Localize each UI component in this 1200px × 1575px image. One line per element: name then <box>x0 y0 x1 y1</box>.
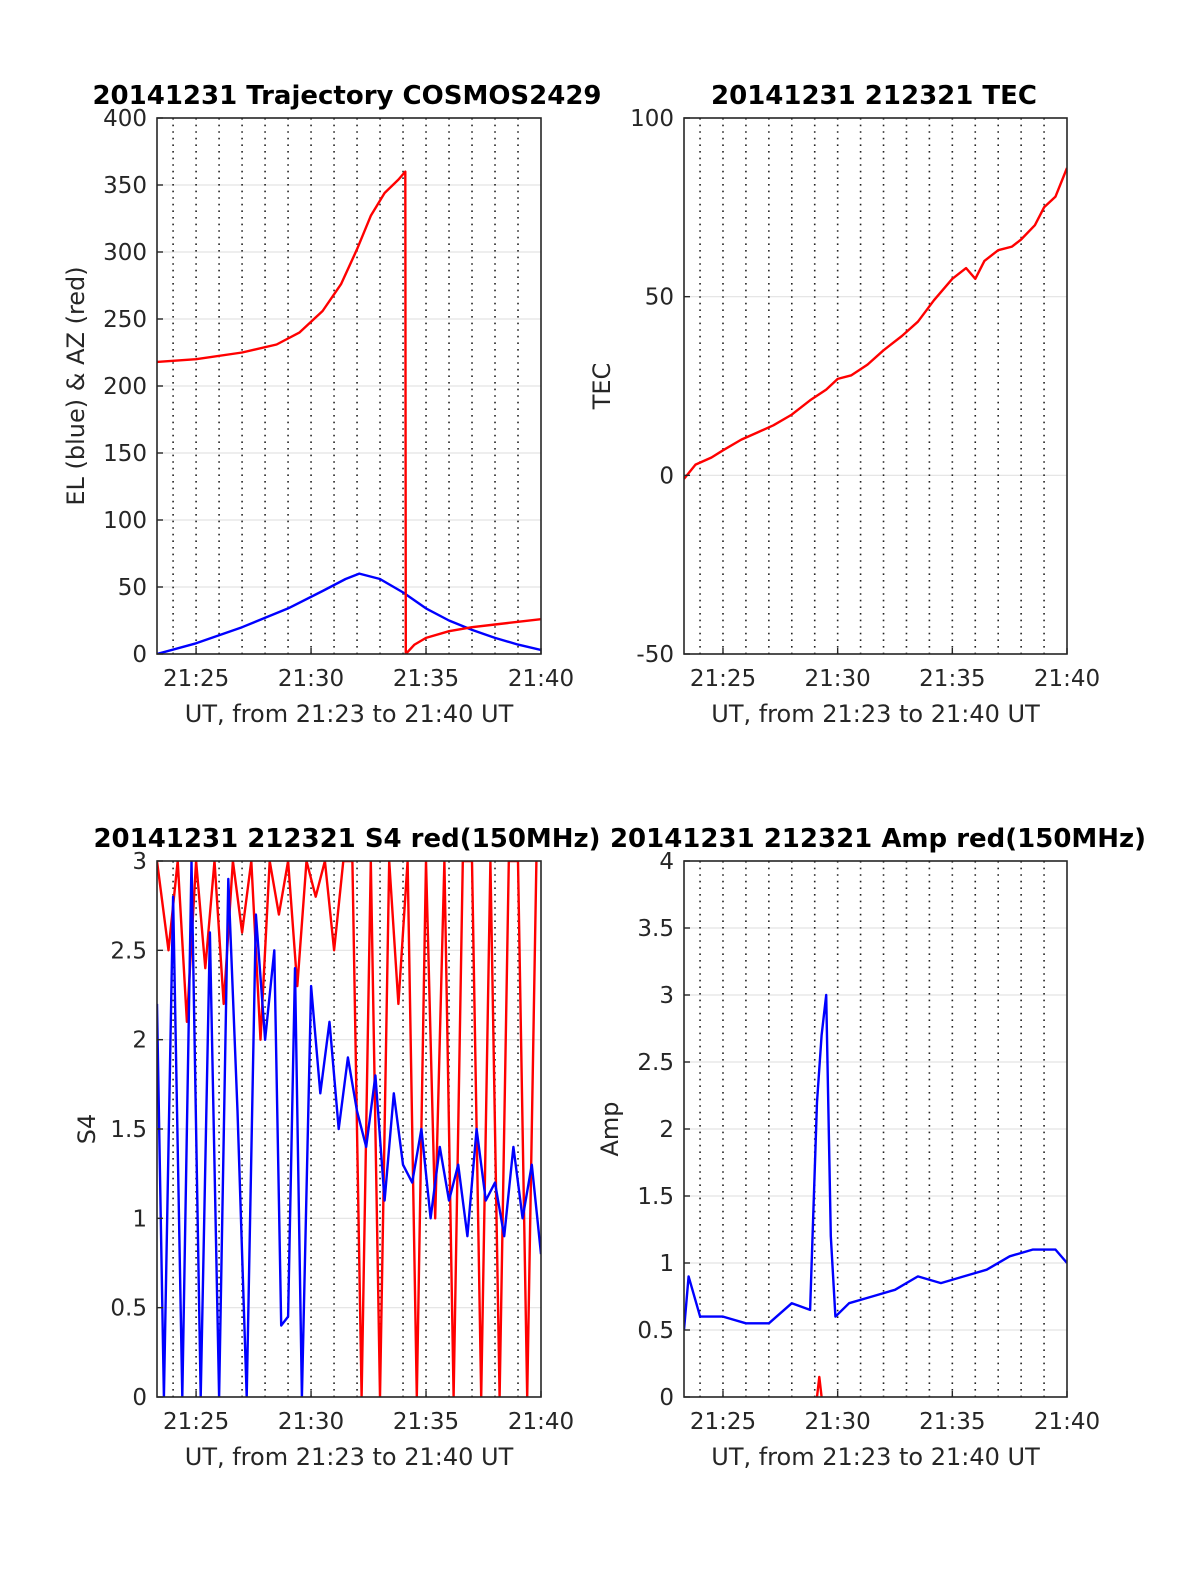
y-tick-label: 0 <box>132 642 147 668</box>
y-tick-label: 1 <box>132 1206 147 1232</box>
chart-title: 20141231 212321 Amp red(150MHz) <box>610 824 1146 854</box>
y-tick-label: 0 <box>659 1385 674 1411</box>
chart-4: 0 0.5 1 1.5 2 2.5 3 3.5 4 21:25 21:30 21:35 21:40 201… <box>596 824 1146 1471</box>
y-tick-label: 200 <box>103 374 147 400</box>
x-tick-label: 21:35 <box>919 1409 985 1435</box>
y-tick-label: 3 <box>132 849 147 875</box>
chart-title: 20141231 212321 S4 red(150MHz) <box>93 824 600 854</box>
y-tick-label: 1.5 <box>110 1117 147 1143</box>
x-tick-label: 21:25 <box>690 666 756 692</box>
x-tick-label: 21:25 <box>163 666 229 692</box>
x-axis-label: UT, from 21:23 to 21:40 UT <box>185 1443 514 1471</box>
chart-3: 0 0.5 1 1.5 2 2.5 3 21:25 21:30 21:35 21:40 2014123… <box>73 824 601 1471</box>
series-line-2 <box>815 1375 823 1397</box>
x-tick-label: 21:30 <box>278 1409 344 1435</box>
series-line-1 <box>157 861 538 1397</box>
x-tick-label: 21:30 <box>278 666 344 692</box>
y-axis-label: Amp <box>596 1101 624 1156</box>
x-tick-label: 21:35 <box>393 1409 459 1435</box>
y-axis-label: S4 <box>73 1114 101 1145</box>
y-tick-label: 3.5 <box>637 916 674 942</box>
series-line-2 <box>157 861 541 1397</box>
y-tick-label: 350 <box>103 173 147 199</box>
x-tick-label: 21:40 <box>1034 666 1100 692</box>
y-tick-label: 0 <box>132 1385 147 1411</box>
x-axis-label: UT, from 21:23 to 21:40 UT <box>185 700 514 728</box>
y-tick-label: 1.5 <box>637 1184 674 1210</box>
x-tick-label: 21:30 <box>805 666 871 692</box>
x-tick-label: 21:40 <box>1034 1409 1100 1435</box>
y-tick-label: 100 <box>630 106 674 132</box>
y-tick-label: 3 <box>659 983 674 1009</box>
y-tick-label: 4 <box>659 849 674 875</box>
series-line-az <box>157 170 541 654</box>
y-tick-label: 2.5 <box>110 938 147 964</box>
y-axis-label: EL (blue) & AZ (red) <box>62 266 90 505</box>
chart-2: -50 0 50 100 21:25 21:30 21:35 21:40 20141231 21… <box>588 81 1100 728</box>
y-axis-label: TEC <box>588 363 616 411</box>
x-axis-label: UT, from 21:23 to 21:40 UT <box>711 1443 1040 1471</box>
y-tick-label: 2 <box>659 1117 674 1143</box>
x-tick-label: 21:35 <box>393 666 459 692</box>
y-tick-label: 0.5 <box>110 1296 147 1322</box>
series-line-el <box>157 572 541 654</box>
series-line-tec <box>684 167 1067 480</box>
y-tick-label: 50 <box>118 575 147 601</box>
x-tick-label: 21:40 <box>508 666 574 692</box>
x-tick-label: 21:30 <box>805 1409 871 1435</box>
x-tick-label: 21:35 <box>919 666 985 692</box>
y-tick-label: 250 <box>103 307 147 333</box>
chart-title: 20141231 212321 TEC <box>711 81 1037 111</box>
chart-1: 0 50 100 150 200 250 300 350 400 21:25 21:30 21:35 2… <box>62 81 602 728</box>
y-tick-label: 150 <box>103 441 147 467</box>
axes-box <box>683 117 1068 655</box>
y-tick-label: -50 <box>636 642 674 668</box>
y-tick-label: 0 <box>659 463 674 489</box>
x-axis-label: UT, from 21:23 to 21:40 UT <box>711 700 1040 728</box>
y-tick-label: 300 <box>103 240 147 266</box>
x-tick-label: 21:25 <box>690 1409 756 1435</box>
x-tick-label: 21:40 <box>508 1409 574 1435</box>
series-line-1 <box>684 993 1067 1331</box>
y-tick-label: 100 <box>103 508 147 534</box>
y-tick-label: 1 <box>659 1251 674 1277</box>
y-tick-label: 400 <box>103 106 147 132</box>
y-tick-label: 50 <box>645 285 674 311</box>
y-tick-label: 0.5 <box>637 1318 674 1344</box>
chart-title: 20141231 Trajectory COSMOS2429 <box>92 81 601 111</box>
y-tick-label: 2 <box>132 1028 147 1054</box>
x-tick-label: 21:25 <box>163 1409 229 1435</box>
y-tick-label: 2.5 <box>637 1050 674 1076</box>
